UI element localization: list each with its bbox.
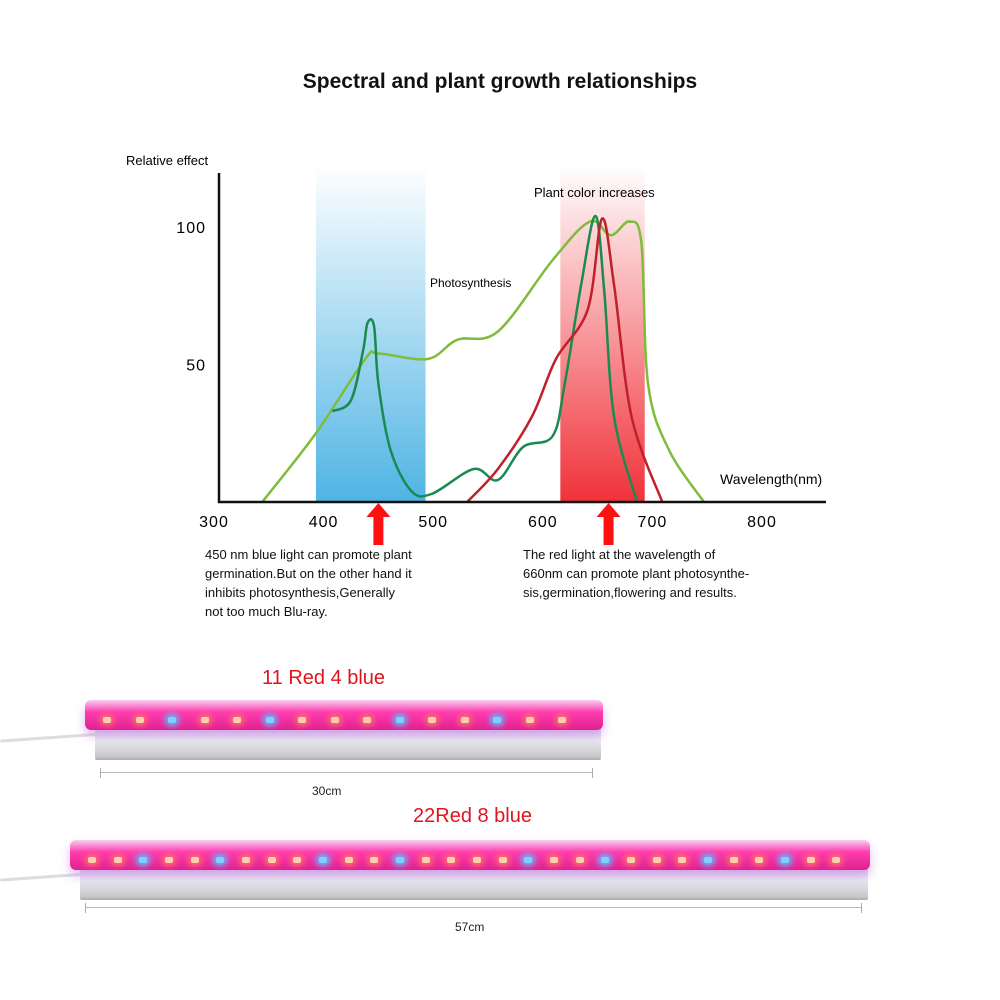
red-led (447, 856, 456, 863)
product-1-label: 11 Red 4 blue (262, 667, 386, 689)
x-tick-label: 300 (199, 514, 229, 531)
blue-led (781, 856, 789, 863)
product-2-label: 22Red 8 blue (413, 805, 532, 827)
red-led (575, 856, 584, 863)
red-led (806, 856, 815, 863)
dimension-line-30cm (100, 768, 593, 778)
plant-color-annotation: Plant color increases (534, 185, 655, 200)
length-57cm: 57cm (455, 920, 485, 934)
red-led (242, 856, 250, 863)
dimension-line-57cm (85, 903, 862, 913)
red-led (370, 856, 379, 863)
red-led (330, 716, 339, 723)
red-led (233, 716, 242, 723)
x-tick-label: 800 (747, 514, 777, 531)
red-led (200, 716, 209, 723)
blue-led (216, 856, 225, 863)
red-led (498, 856, 507, 863)
x-tick-label: 600 (528, 514, 558, 531)
x-axis-label: Wavelength(nm) (720, 471, 822, 487)
y-tick-label: 50 (186, 358, 206, 375)
y-tick-label: 100 (176, 220, 206, 237)
caption-line: 660nm can promote plant photosynthe- (523, 566, 750, 581)
blue-led (493, 716, 502, 723)
aluminum-housing (80, 867, 868, 900)
blue-light-caption: 450 nm blue light can promote plant germ… (205, 545, 412, 621)
led-bar-57cm (0, 840, 870, 900)
red-led (88, 856, 96, 863)
red-led (165, 856, 173, 863)
aluminum-housing (95, 727, 601, 760)
red-led (293, 856, 302, 863)
red-led (103, 716, 111, 723)
red-led (678, 856, 687, 863)
red-led (344, 856, 353, 863)
x-tick-label: 500 (418, 514, 448, 531)
blue-led (139, 856, 148, 863)
red-led (525, 716, 534, 723)
page-title: Spectral and plant growth relationships (302, 70, 698, 93)
arrow-up-icon (596, 503, 621, 545)
red-light-caption: The red light at the wavelength of 660nm… (523, 545, 749, 602)
red-led (627, 856, 635, 863)
red-led (363, 716, 372, 723)
red-led (298, 716, 307, 723)
blue-led (524, 856, 533, 863)
caption-line: 450 nm blue light can promote plant (205, 547, 412, 562)
x-tick-label: 700 (638, 514, 668, 531)
led-tube (85, 700, 603, 730)
caption-line: sis,germination,flowering and results. (523, 585, 737, 600)
red-led (558, 716, 567, 723)
x-tick-label: 400 (309, 514, 339, 531)
power-cable (0, 733, 96, 743)
caption-line: inhibits photosynthesis,Generally (205, 585, 396, 600)
blue-led (395, 716, 404, 723)
red-led (460, 716, 469, 723)
red-led (473, 856, 481, 863)
red-led (421, 856, 430, 863)
red-led (832, 856, 841, 863)
red-led (190, 856, 199, 863)
red-led (729, 856, 738, 863)
blue-led (396, 856, 404, 863)
red-led (113, 856, 122, 863)
series-line-2 (466, 217, 664, 503)
series-photosynthesis (261, 219, 705, 503)
blue-led (168, 716, 177, 723)
arrow-up-icon (366, 503, 391, 545)
led-bar-30cm (0, 700, 603, 760)
caption-line: germination.But on the other hand it (205, 566, 412, 581)
length-30cm: 30cm (312, 784, 342, 798)
red-led (267, 856, 276, 863)
spectrum-chart: Relative effect Wavelength(nm) Photosynt… (126, 153, 826, 545)
caption-line: not too much Blu-ray. (205, 604, 328, 619)
caption-line: The red light at the wavelength of (523, 547, 716, 562)
red-led (135, 716, 144, 723)
blue-led (704, 856, 712, 863)
red-led (428, 716, 437, 723)
blue-light-band (315, 165, 426, 502)
led-tube (70, 840, 870, 870)
y-axis-label: Relative effect (126, 153, 209, 168)
red-led (550, 856, 558, 863)
red-led (755, 856, 764, 863)
blue-led (265, 716, 274, 723)
blue-led (601, 856, 610, 863)
red-led (652, 856, 661, 863)
power-cable (0, 873, 81, 882)
photosynthesis-annotation: Photosynthesis (430, 276, 511, 290)
blue-led (319, 856, 327, 863)
